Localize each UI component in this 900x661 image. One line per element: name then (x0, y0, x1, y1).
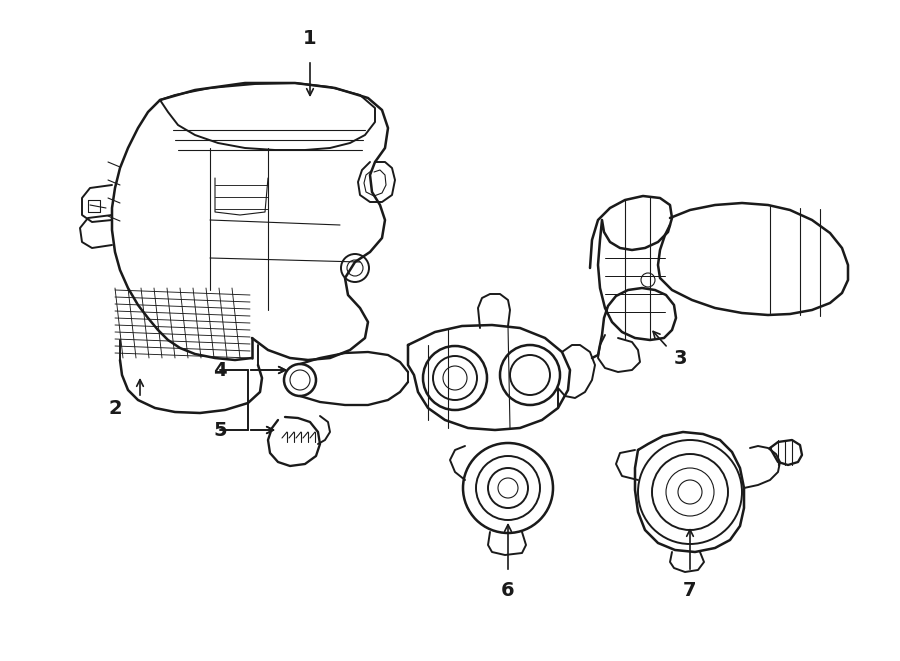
Text: 3: 3 (673, 348, 687, 368)
Text: 2: 2 (108, 399, 122, 418)
Text: 7: 7 (683, 580, 697, 600)
Text: 5: 5 (213, 420, 227, 440)
Text: 6: 6 (501, 580, 515, 600)
Text: 1: 1 (303, 28, 317, 48)
Text: 4: 4 (213, 360, 227, 379)
